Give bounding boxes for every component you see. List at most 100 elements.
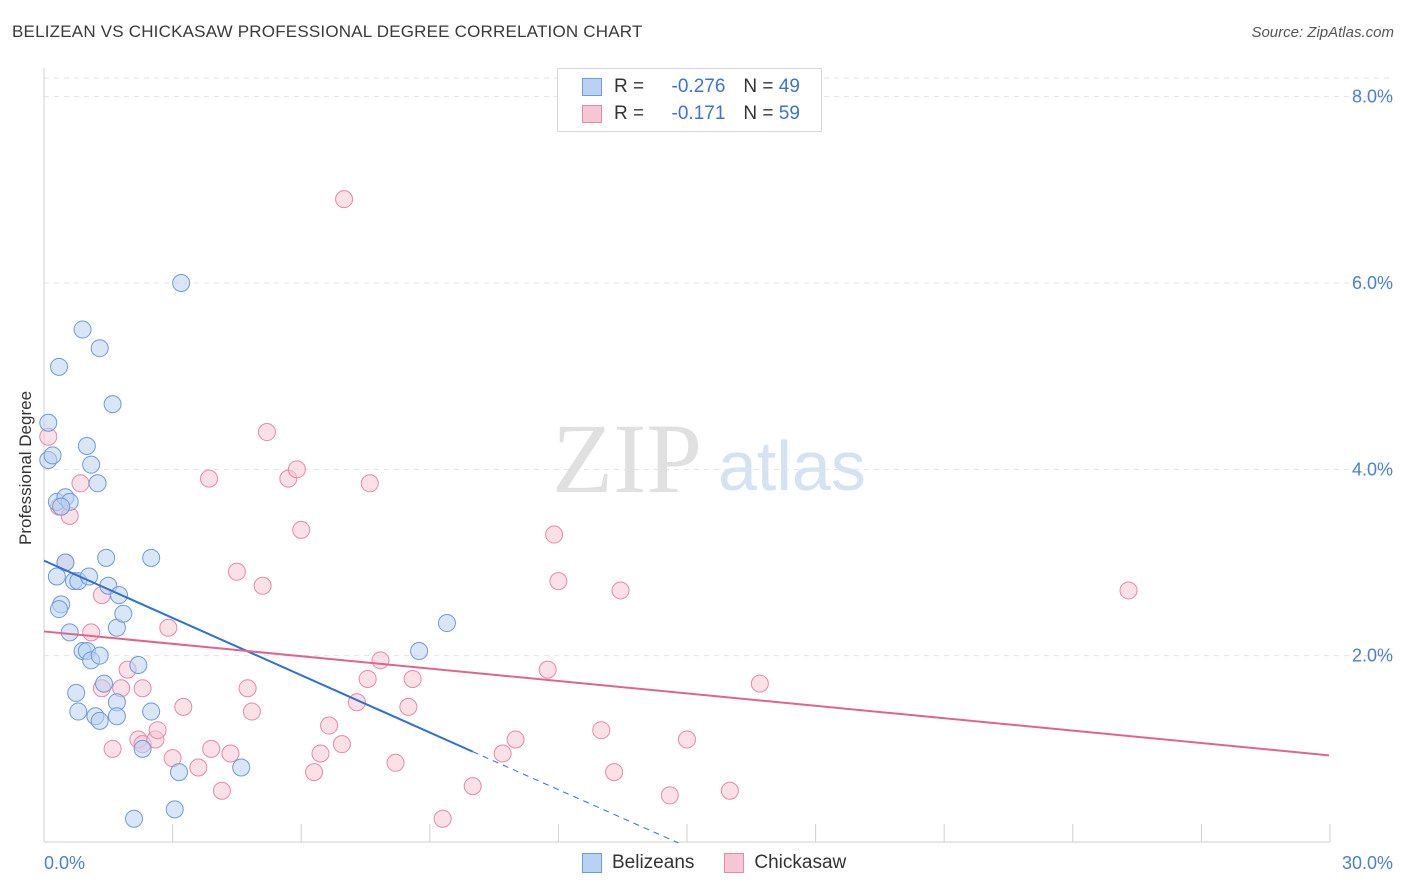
- belizean-point: [67, 683, 86, 702]
- bottom-legend: Belizeans Chickasaw: [582, 852, 876, 874]
- watermark-atlas: atlas: [718, 427, 866, 505]
- chickasaw-point: [292, 520, 311, 539]
- chickasaw-point: [358, 669, 377, 688]
- legend-n-label: N =: [743, 103, 774, 124]
- belizean-point: [410, 642, 429, 660]
- chickasaw-point: [200, 469, 219, 488]
- chickasaw-point: [287, 460, 306, 479]
- chickasaw-point: [720, 781, 739, 800]
- belizean-point: [133, 739, 152, 758]
- x-tick-label: 0.0%: [44, 853, 85, 873]
- chickasaw-trend-line: [43, 630, 1330, 757]
- belizean-point: [43, 446, 62, 465]
- chickasaw-point: [463, 777, 482, 796]
- chickasaw-point: [257, 423, 276, 442]
- chickasaw-point: [202, 739, 221, 758]
- bottom-legend-label: Chickasaw: [754, 852, 847, 873]
- chart-source: Source: ZipAtlas.com: [1251, 24, 1394, 41]
- chickasaw-point: [332, 735, 351, 754]
- legend-r-label: R =: [614, 76, 645, 97]
- chickasaw-point: [605, 763, 624, 782]
- chickasaw-point: [221, 744, 240, 763]
- chickasaw-point: [399, 697, 418, 716]
- chickasaw-point: [148, 721, 167, 740]
- chickasaw-point: [189, 758, 208, 777]
- chickasaw-point: [320, 716, 339, 735]
- bottom-legend-chickasaw: Chickasaw: [724, 852, 846, 874]
- belizean-trend-line: [43, 559, 474, 753]
- belizean-point: [82, 455, 101, 474]
- chickasaw-point: [678, 730, 696, 749]
- chickasaw-point: [433, 809, 452, 828]
- chickasaw-point: [549, 572, 568, 591]
- belizean-point: [90, 646, 109, 665]
- belizean-point: [90, 339, 109, 358]
- belizean-point: [73, 320, 92, 339]
- belizean-point: [97, 548, 116, 567]
- bottom-swatch-blue: [582, 853, 602, 873]
- legend-r-value: -0.171: [671, 103, 726, 124]
- chickasaw-point: [545, 525, 564, 544]
- chickasaw-point: [174, 697, 193, 716]
- chickasaw-point: [592, 721, 611, 740]
- chickasaw-point: [227, 562, 246, 581]
- belizean-point: [88, 474, 107, 493]
- chickasaw-point: [305, 763, 324, 782]
- belizean-point: [142, 548, 161, 567]
- belizean-point: [114, 604, 133, 623]
- chickasaw-point: [611, 581, 630, 600]
- chickasaw-point: [212, 781, 231, 800]
- belizean-point: [50, 600, 69, 619]
- belizean-point: [232, 758, 251, 777]
- chickasaw-point: [242, 702, 261, 721]
- chickasaw-point: [335, 190, 354, 209]
- belizean-point: [165, 800, 184, 819]
- chickasaw-point: [253, 576, 272, 595]
- legend-row-belizeans: R = -0.276 N = 49: [582, 75, 800, 99]
- chickasaw-point: [493, 744, 512, 763]
- legend-swatch-pink: [582, 105, 602, 123]
- chickasaw-point: [103, 739, 122, 758]
- legend-row-chickasaw: R = -0.171 N = 59: [582, 102, 800, 126]
- chickasaw-point: [360, 474, 379, 493]
- legend-n-value: 59: [778, 103, 800, 124]
- y-tick-label: 6.0%: [1352, 273, 1393, 293]
- y-tick-label: 8.0%: [1352, 87, 1393, 107]
- belizean-trend-extension: [472, 751, 679, 844]
- watermark-zip: ZIP: [552, 403, 702, 514]
- chickasaw-point: [750, 674, 769, 693]
- legend-r-value: -0.276: [671, 76, 726, 97]
- belizean-point: [107, 707, 126, 726]
- legend-r-label: R =: [614, 103, 645, 124]
- belizean-point: [52, 497, 71, 516]
- chickasaw-point: [82, 623, 101, 642]
- chickasaw-point: [371, 651, 390, 670]
- bottom-legend-label: Belizeans: [612, 852, 695, 873]
- legend: R = -0.276 N = 49 R = -0.171 N = 59: [557, 68, 822, 132]
- chickasaw-point: [538, 660, 557, 679]
- chickasaw-point: [159, 618, 178, 637]
- belizean-point: [39, 413, 58, 432]
- x-tick-label: 30.0%: [1342, 853, 1393, 873]
- belizean-point: [437, 614, 456, 633]
- bottom-swatch-pink: [724, 853, 745, 873]
- y-tick-label: 2.0%: [1352, 646, 1393, 666]
- belizean-point: [170, 763, 189, 782]
- belizean-point: [50, 357, 69, 376]
- y-tick-label: 4.0%: [1352, 459, 1393, 479]
- chickasaw-point: [238, 679, 257, 698]
- chickasaw-point: [71, 474, 90, 493]
- legend-swatch-blue: [582, 78, 602, 96]
- chickasaw-point: [660, 786, 679, 805]
- chickasaw-point: [506, 730, 525, 749]
- belizean-point: [125, 809, 144, 828]
- belizean-point: [77, 437, 96, 456]
- legend-n-value: 49: [778, 76, 800, 97]
- belizean-point: [47, 567, 66, 586]
- belizean-point: [129, 655, 148, 674]
- chickasaw-point: [133, 679, 152, 698]
- chickasaw-point: [386, 753, 405, 772]
- bottom-legend-belizeans: Belizeans: [582, 852, 694, 874]
- belizean-point: [142, 702, 161, 721]
